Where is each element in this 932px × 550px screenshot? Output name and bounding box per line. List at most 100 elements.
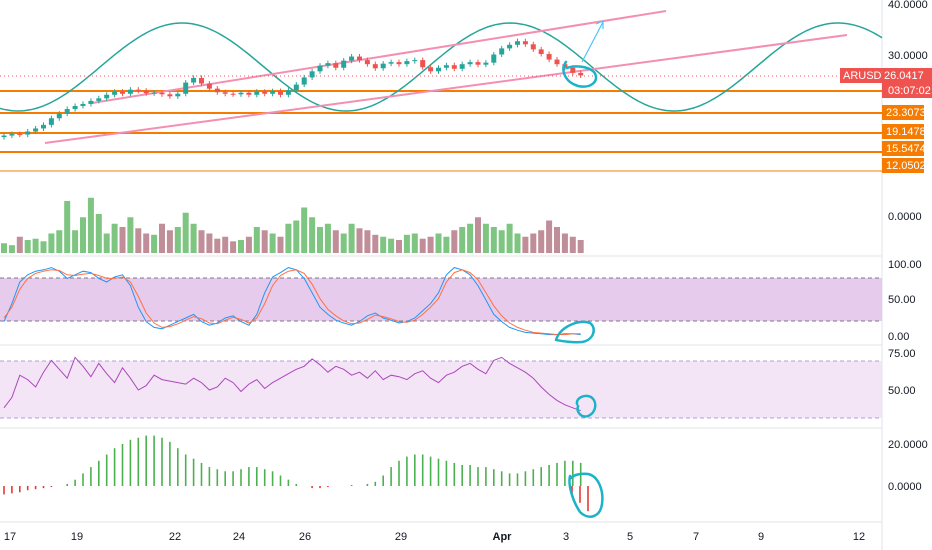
candle-body	[483, 62, 489, 65]
candle-body	[1, 135, 7, 138]
volume-bar	[222, 236, 229, 253]
countdown-label: 03:07:02	[888, 85, 931, 97]
candle-body	[112, 91, 118, 95]
candle-body	[507, 44, 513, 49]
candle-body	[183, 82, 189, 94]
volume-bar	[40, 241, 47, 253]
candle-body	[443, 65, 449, 68]
candle-body	[238, 92, 244, 95]
level-label-4: 12.0502	[886, 160, 926, 172]
volume-bar	[514, 233, 521, 253]
volume-bar	[411, 233, 418, 253]
stochastic-d-line	[3, 269, 581, 336]
volume-bar	[24, 240, 31, 253]
rsi-axis-tick-1: 75.00	[888, 348, 916, 360]
volume-bar	[48, 233, 55, 253]
volume-bar	[388, 238, 395, 253]
candle-body	[191, 77, 197, 83]
volume-bar	[285, 223, 292, 253]
candle-body	[554, 59, 560, 65]
candle-body	[199, 77, 204, 84]
volume-bar	[245, 236, 252, 253]
volume-bar	[8, 245, 15, 253]
volume-bar	[1, 243, 7, 253]
candle-body	[151, 92, 157, 94]
candle-body	[388, 62, 394, 64]
candle-body	[159, 92, 165, 95]
volume-bar	[419, 238, 426, 253]
candle-body	[317, 65, 323, 72]
volume-bar	[577, 240, 584, 253]
stochastic-axis: 100.00 50.00 0.00	[888, 259, 922, 343]
volume-bar	[80, 217, 86, 253]
candle-body	[72, 106, 78, 110]
volume-bar	[166, 230, 173, 253]
projection-arrow[interactable]	[581, 20, 604, 63]
volume-bar	[561, 233, 568, 253]
histogram-axis-tick-1: 20.0000	[888, 439, 928, 451]
candle-body	[230, 93, 236, 95]
volume-bar	[380, 236, 387, 253]
level-label-1: 23.3073	[886, 107, 926, 119]
histogram-axis: 20.0000 0.0000	[888, 439, 928, 493]
stochastic-axis-tick-1: 100.00	[888, 259, 922, 271]
time-axis-tick-4: 24	[233, 531, 245, 543]
volume-bar	[269, 233, 276, 253]
candle-body	[364, 60, 370, 65]
candle-body	[33, 128, 39, 132]
price-badges[interactable]: ARUSDT 26.0417 03:07:02 23.3073 19.1478 …	[840, 68, 932, 173]
volume-bar	[482, 223, 489, 253]
volume-bar	[95, 214, 102, 253]
time-axis-tick-6: 29	[395, 531, 407, 543]
volume-bar	[190, 223, 197, 253]
volume-bar	[64, 201, 71, 253]
last-price-label: 26.0417	[884, 70, 924, 82]
candle-body	[127, 89, 133, 94]
volume-bar	[135, 228, 142, 253]
volume-bar	[490, 227, 497, 253]
volume-bar	[119, 227, 126, 253]
symbol-label: ARUSDT	[843, 70, 889, 82]
price-circle-marker	[562, 60, 598, 88]
volume-bar	[451, 230, 458, 253]
pane-separators	[0, 0, 883, 550]
candle-body	[467, 62, 473, 65]
volume-bar	[372, 234, 379, 253]
time-axis: 17 19 22 24 26 29 Apr 3 5 7 9 12	[4, 531, 865, 543]
time-axis-tick-1: 17	[4, 531, 16, 543]
time-axis-tick-3: 22	[169, 531, 181, 543]
candle-body	[333, 63, 339, 68]
volume-bar	[230, 241, 237, 253]
cycle-sine-curve[interactable]	[0, 22, 883, 112]
candle-body	[278, 91, 283, 95]
volume-bar	[443, 236, 450, 253]
volume-bar	[206, 233, 213, 253]
candle-body	[64, 109, 70, 114]
rsi-band	[0, 361, 882, 418]
candle-body	[175, 93, 181, 97]
candle-body	[420, 60, 426, 68]
candle-body	[246, 92, 252, 95]
volume-bar	[16, 236, 23, 253]
candle-body	[475, 62, 481, 65]
time-axis-tick-12: 12	[853, 531, 865, 543]
candle-body	[412, 60, 418, 62]
annotation-markers[interactable]	[554, 60, 604, 518]
candle-body	[396, 62, 402, 65]
volume-bar	[467, 223, 474, 253]
rsi-axis-tick-2: 50.00	[888, 385, 916, 397]
volume-bar	[32, 238, 39, 253]
candle-body	[380, 63, 386, 69]
volume-bar	[348, 223, 355, 253]
candle-body	[143, 90, 149, 94]
candle-body	[349, 56, 355, 61]
volume-bar	[364, 230, 371, 253]
candle-body	[285, 90, 291, 95]
candle-body	[270, 91, 276, 94]
time-axis-tick-5: 26	[299, 531, 311, 543]
volume-bar	[182, 212, 189, 253]
volume-bar	[56, 230, 63, 253]
trend-channel[interactable]	[44, 10, 848, 144]
candle-body	[135, 89, 141, 91]
